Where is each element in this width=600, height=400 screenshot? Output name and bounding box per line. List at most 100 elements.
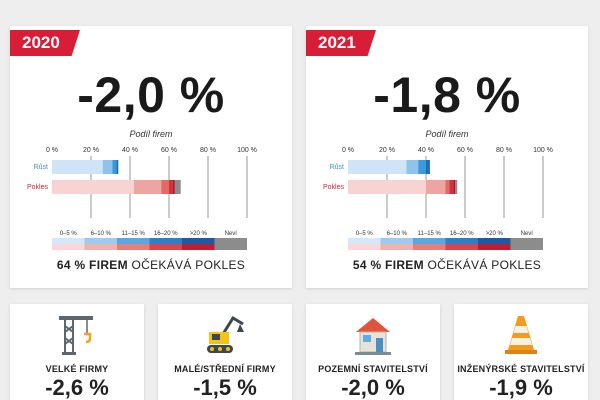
chart-title: Podíl firem: [425, 129, 469, 139]
legend-swatch: [149, 244, 182, 250]
legend-swatch: [445, 244, 478, 250]
bar-segment: [449, 180, 454, 194]
bar-segment: [112, 160, 117, 174]
summary: 64 % FIREM OČEKÁVÁ POKLES: [10, 258, 292, 272]
x-tick-label: 20 %: [379, 147, 395, 154]
x-tick-label: 20 %: [83, 147, 99, 154]
traffic-cone-icon: [505, 316, 537, 354]
legend-swatch: [52, 244, 85, 250]
summary-bold: 64 % FIREM: [56, 258, 128, 272]
segment-card-small-medium-firms: MALÉ/STŘEDNÍ FIRMY -1,5 %: [158, 304, 292, 400]
segment-card-civil-engineering: INŽENÝRSKÉ STAVITELSTVÍ -1,9 %: [454, 304, 588, 400]
chart-title: Podíl firem: [129, 129, 173, 139]
segment-name: POZEMNÍ STAVITELSTVÍ: [318, 364, 428, 374]
segment-card-large-firms: VELKÉ FIRMY -2,6 %: [10, 304, 144, 400]
row-label: Růst: [34, 163, 48, 171]
bar-segment: [406, 160, 419, 174]
segment-value: -2,0 %: [341, 375, 405, 400]
x-tick-label: 40 %: [122, 147, 138, 154]
legend-label: 16–20 %: [450, 231, 474, 237]
legend-label: 16–20 %: [154, 231, 178, 237]
bar-segment: [174, 180, 181, 194]
segment-value: -1,5 %: [193, 375, 257, 400]
legend-swatch: [84, 238, 117, 244]
row-label: Pokles: [27, 184, 49, 191]
legend-label: Neví: [521, 231, 534, 237]
bar-segment: [116, 160, 119, 174]
bar-segment: [52, 180, 134, 194]
bar-segment: [445, 180, 450, 194]
bar-segment: [172, 180, 175, 194]
headline-value: -2,0 %: [77, 67, 225, 123]
legend-swatch: [445, 238, 478, 244]
year-tag: 2021: [306, 30, 376, 56]
x-tick-label: 80 %: [496, 147, 512, 154]
bar-segment: [169, 180, 173, 194]
legend-label: 11–15 %: [418, 231, 442, 237]
row-label: Růst: [330, 163, 344, 171]
summary: 54 % FIREM OČEKÁVÁ POKLES: [306, 258, 588, 272]
legend-label: Neví: [225, 231, 238, 237]
x-tick-label: 40 %: [418, 147, 434, 154]
legend-swatch: [182, 244, 215, 250]
legend-swatch: [348, 244, 381, 250]
legend-swatch: [117, 244, 150, 250]
legend-swatch: [380, 238, 413, 244]
legend-swatch: [149, 238, 182, 244]
legend-swatch: [413, 238, 446, 244]
house-icon: [355, 318, 391, 355]
legend-swatch: [214, 244, 247, 250]
summary-rest: OČEKÁVÁ POKLES: [131, 258, 246, 272]
legend-label: 6–10 %: [91, 231, 112, 237]
year-tag: 2020: [10, 30, 80, 56]
card-2020: 2020 -2,0 % Podíl firem 0 % 20 % 40 % 60 % 8…: [10, 26, 292, 288]
legend-swatch: [182, 238, 215, 244]
bar-segment: [133, 180, 162, 194]
crane-icon: [59, 316, 93, 355]
legend-swatch: [413, 244, 446, 250]
segment-name: INŽENÝRSKÉ STAVITELSTVÍ: [457, 364, 585, 374]
row-label: Pokles: [323, 184, 345, 191]
excavator-icon: [207, 315, 244, 353]
legend-swatch: [117, 238, 150, 244]
segment-name: VELKÉ FIRMY: [45, 364, 109, 374]
legend-swatch: [380, 244, 413, 250]
bar-segment: [161, 180, 169, 194]
summary-bold: 54 % FIREM: [352, 258, 424, 272]
bar-segment: [455, 180, 458, 194]
bar-segment: [102, 160, 113, 174]
card-2021: 2021 -1,8 % Podíl firem 0 % 20 % 40 % 60 % 8…: [306, 26, 588, 288]
segment-value: -1,9 %: [489, 375, 553, 400]
bar-segment: [418, 160, 426, 174]
legend-label: >20 %: [190, 231, 208, 237]
bar-segment: [426, 160, 430, 174]
legend-swatch: [84, 244, 117, 250]
company-share-chart: 0 % 20 % 40 % 60 % 80 % 100 % Růst Pokles 0–5 % 6…: [27, 147, 257, 250]
segment-name: MALÉ/STŘEDNÍ FIRMY: [174, 364, 276, 374]
x-tick-label: 60 %: [161, 147, 177, 154]
legend-swatch: [348, 238, 381, 244]
summary-rest: OČEKÁVÁ POKLES: [427, 258, 542, 272]
legend-swatch: [478, 238, 511, 244]
legend-label: 11–15 %: [122, 231, 146, 237]
bar-segment: [426, 180, 446, 194]
x-tick-label: 100 %: [237, 147, 257, 154]
x-tick-label: 0 %: [342, 147, 354, 154]
legend-label: 0–5 %: [356, 231, 374, 237]
x-tick-label: 80 %: [200, 147, 216, 154]
x-tick-label: 60 %: [457, 147, 473, 154]
legend-label: >20 %: [486, 231, 504, 237]
legend-swatch: [510, 244, 543, 250]
x-tick-label: 0 %: [46, 147, 58, 154]
bar-segment: [453, 180, 456, 194]
legend-label: 6–10 %: [387, 231, 408, 237]
segment-value: -2,6 %: [45, 375, 109, 400]
company-share-chart: 0 % 20 % 40 % 60 % 80 % 100 % Růst Pokles 0–5 % 6…: [323, 147, 553, 250]
headline-value: -1,8 %: [373, 67, 521, 123]
bar-segment: [52, 160, 103, 174]
x-tick-label: 100 %: [533, 147, 553, 154]
legend-label: 0–5 %: [60, 231, 78, 237]
legend-swatch: [478, 244, 511, 250]
segment-card-building-construction: POZEMNÍ STAVITELSTVÍ -2,0 %: [306, 304, 440, 400]
bar-segment: [348, 160, 407, 174]
